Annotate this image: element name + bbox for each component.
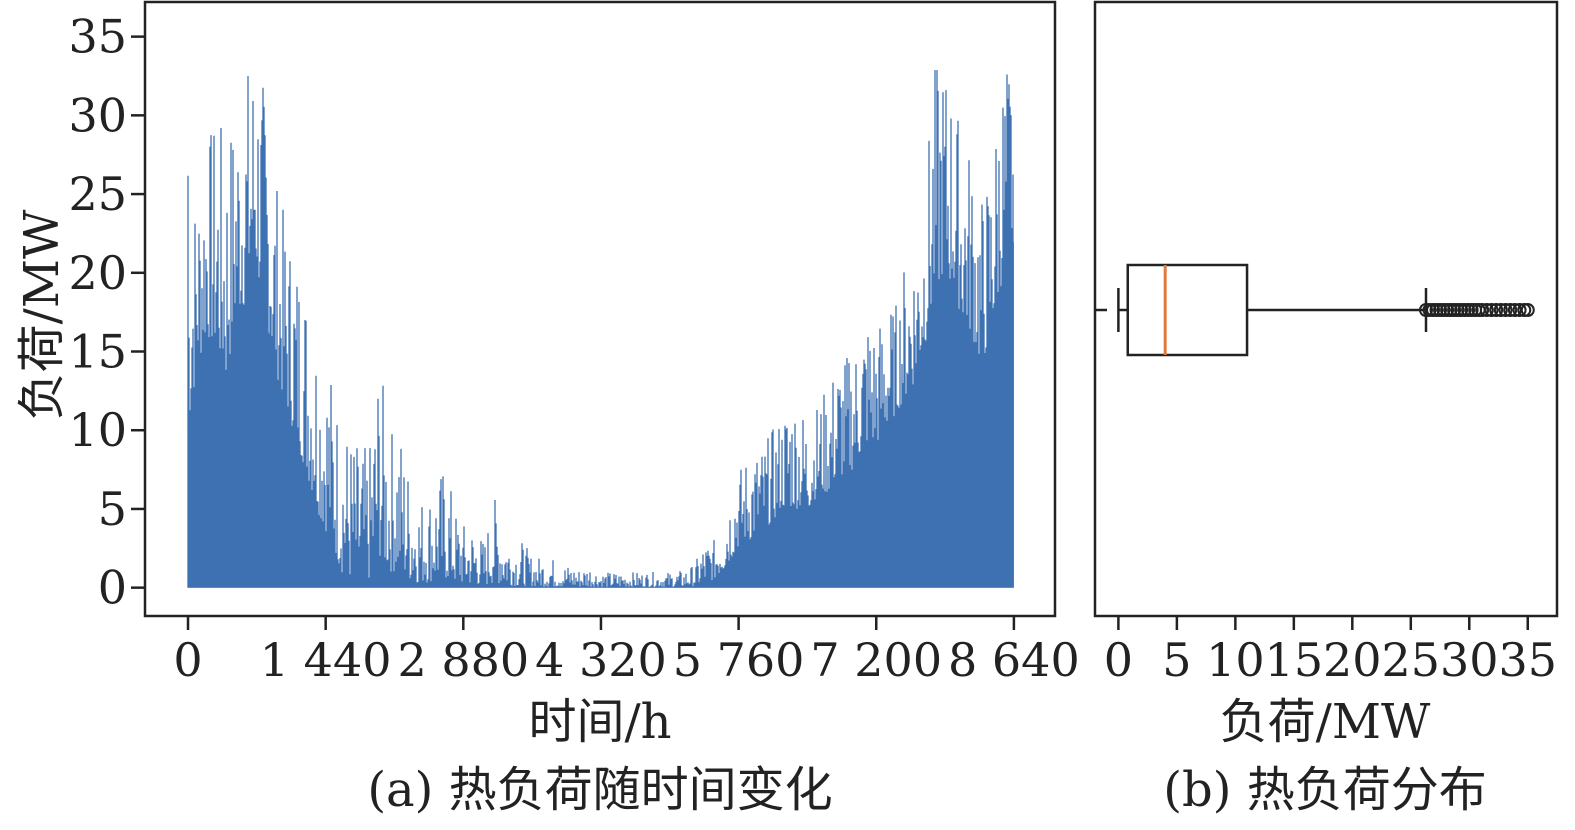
outlier-point [1489, 303, 1504, 317]
outlier-point [1503, 303, 1518, 317]
x-tick-label: 7 200 [810, 633, 942, 687]
b-x-tick-label: 5 [1162, 633, 1191, 687]
outlier-point [1493, 303, 1508, 317]
y-axis-label: 负荷/MW [14, 209, 70, 420]
outlier-point [1479, 303, 1494, 317]
y-tick-label: 35 [68, 10, 127, 64]
y-tick-label: 5 [98, 482, 127, 536]
b-x-tick-label: 30 [1440, 633, 1499, 687]
x-axis-label: 时间/h [528, 694, 671, 750]
load-area-series [187, 70, 1014, 588]
b-x-tick-label: 15 [1265, 633, 1324, 687]
b-x-tick-label: 10 [1206, 633, 1265, 687]
b-x-axis-label: 负荷/MW [1220, 694, 1431, 750]
b-x-tick-label: 25 [1382, 633, 1441, 687]
outlier-point [1520, 303, 1535, 317]
x-axis-ticks: 0 1 440 2 880 4 320 5 760 7 200 8 640 [173, 616, 1080, 687]
b-x-tick-label: 20 [1323, 633, 1382, 687]
y-tick-label: 25 [68, 167, 127, 221]
caption-b: (b) 热负荷分布 [1163, 762, 1486, 818]
outlier-point [1475, 303, 1490, 317]
caption-a: (a) 热负荷随时间变化 [367, 762, 832, 818]
x-tick-label: 5 760 [673, 633, 805, 687]
y-tick-label: 0 [98, 561, 127, 615]
outlier-point [1484, 303, 1499, 317]
x-tick-label: 0 [173, 633, 202, 687]
y-tick-label: 30 [68, 88, 127, 142]
y-tick-label: 20 [68, 246, 127, 300]
x-tick-label: 1 440 [260, 633, 392, 687]
x-tick-label: 2 880 [397, 633, 529, 687]
x-tick-label: 8 640 [948, 633, 1080, 687]
x-tick-label: 4 320 [535, 633, 667, 687]
boxplot [1095, 263, 1535, 357]
y-tick-label: 15 [68, 325, 127, 379]
b-x-axis-ticks: 0 5 10 15 20 25 30 35 [1104, 616, 1557, 687]
box-iqr [1126, 263, 1249, 357]
b-x-tick-label: 0 [1104, 633, 1133, 687]
outlier-point [1498, 303, 1513, 317]
panel-a: 0 5 10 15 20 25 30 35 0 1 440 2 880 4 320 5 760 7 20… [14, 0, 1080, 818]
y-axis-ticks: 0 5 10 15 20 25 30 35 [68, 10, 145, 615]
outlier-point [1512, 303, 1527, 317]
panel-b: 0 5 10 15 20 25 30 35 负荷/MW (b) 热负荷分布 [1093, 0, 1559, 818]
load-base-fill [188, 241, 1014, 588]
b-x-tick-label: 35 [1498, 633, 1557, 687]
y-tick-label: 10 [68, 403, 127, 457]
